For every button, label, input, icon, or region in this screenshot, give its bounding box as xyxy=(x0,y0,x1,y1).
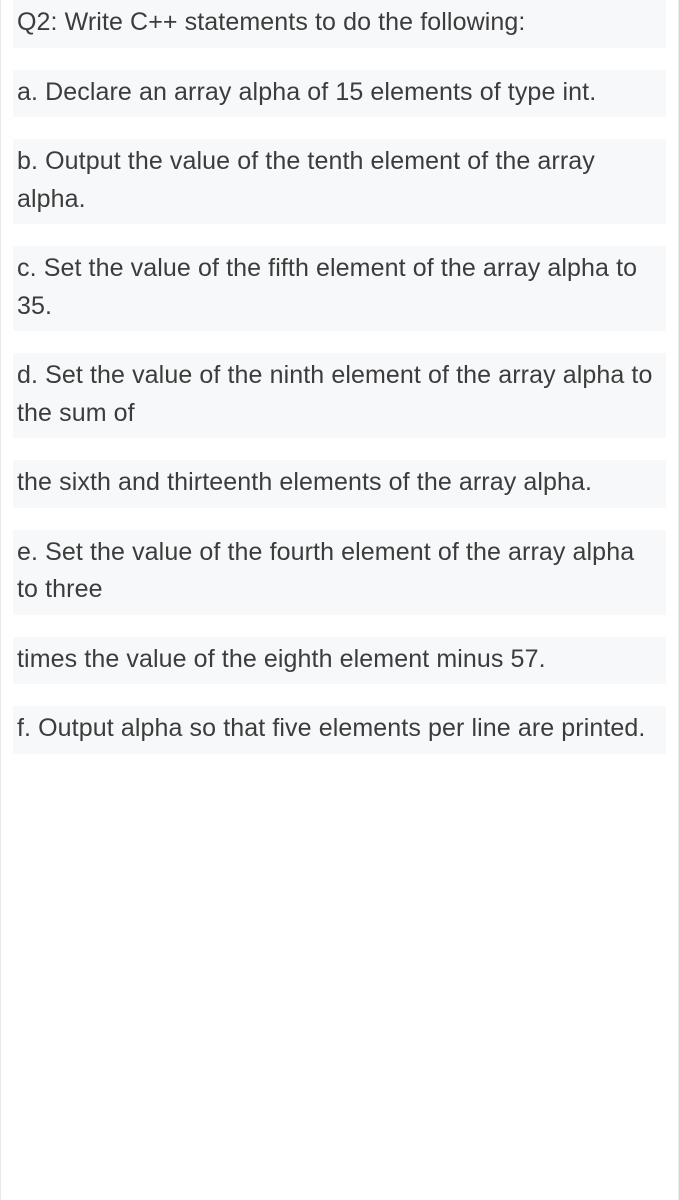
question-page: Q2: Write C++ statements to do the follo… xyxy=(0,0,679,1200)
question-part-e-line2: times the value of the eighth element mi… xyxy=(13,637,666,685)
question-prompt: Q2: Write C++ statements to do the follo… xyxy=(13,0,666,48)
question-part-c: c. Set the value of the fifth element of… xyxy=(13,246,666,331)
question-part-a: a. Declare an array alpha of 15 elements… xyxy=(13,70,666,118)
question-part-d-line1: d. Set the value of the ninth element of… xyxy=(13,353,666,438)
question-part-d-line2: the sixth and thirteenth elements of the… xyxy=(13,460,666,508)
question-part-b: b. Output the value of the tenth element… xyxy=(13,139,666,224)
question-part-e-line1: e. Set the value of the fourth element o… xyxy=(13,530,666,615)
question-part-f: f. Output alpha so that five elements pe… xyxy=(13,706,666,754)
